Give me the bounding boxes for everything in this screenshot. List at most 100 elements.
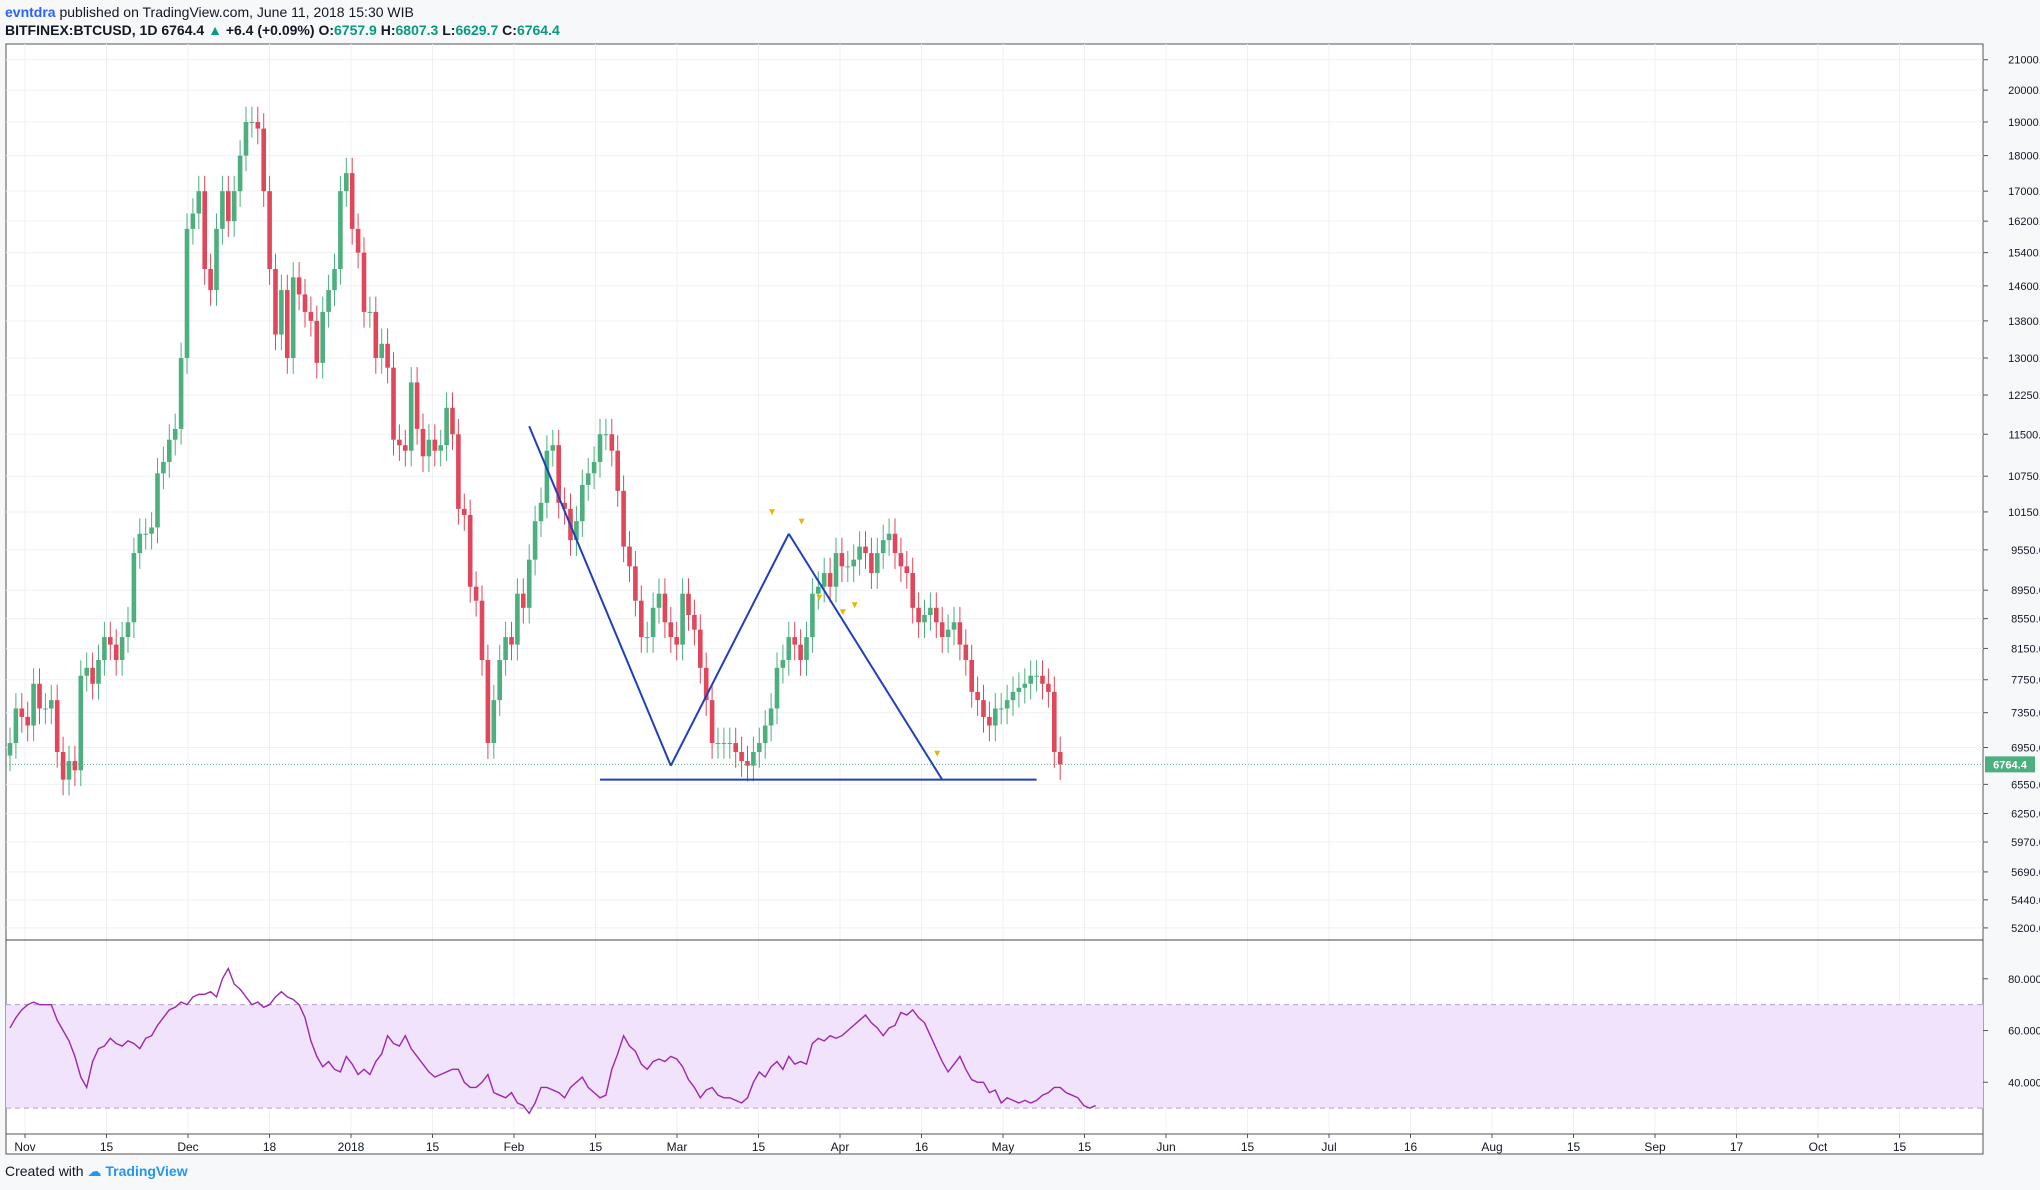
- candle-body: [338, 191, 343, 270]
- x-tick-label: 15: [1567, 1140, 1581, 1154]
- y-tick-label: 6550.0: [2011, 779, 2040, 791]
- candle-body: [739, 751, 744, 762]
- candle-body: [804, 637, 809, 660]
- candle-body: [526, 559, 532, 608]
- rsi-tick-label: 80.0000: [2008, 974, 2040, 986]
- candle-body: [373, 311, 379, 359]
- rsi-band: [6, 1004, 1983, 1109]
- candle-body: [243, 121, 249, 156]
- candle-body: [880, 540, 886, 554]
- tradingview-logo-link[interactable]: TradingView: [105, 1163, 188, 1179]
- candle-body: [544, 450, 550, 503]
- candle-body: [367, 311, 373, 313]
- candle-body: [869, 553, 874, 574]
- candle-body: [574, 521, 579, 541]
- candle-body: [1004, 700, 1010, 709]
- candle-body: [698, 629, 703, 668]
- high-label: H:: [380, 22, 396, 38]
- close-label: C:: [502, 22, 517, 38]
- candle-body: [420, 428, 426, 457]
- y-tick-label: 8950.0: [2011, 585, 2040, 597]
- candle-body: [131, 553, 137, 623]
- candle-body: [963, 644, 969, 660]
- candle-body: [727, 743, 733, 745]
- candle-body: [273, 269, 278, 335]
- candle-body: [143, 533, 148, 535]
- candle-body: [951, 622, 957, 630]
- candle-body: [827, 573, 833, 587]
- x-tick-label: 15: [1893, 1140, 1907, 1154]
- candle-body: [633, 566, 638, 601]
- trendline-down-2: [787, 533, 944, 781]
- x-tick-label: 18: [263, 1140, 277, 1154]
- candle-body: [615, 450, 620, 491]
- candle-body: [326, 290, 331, 312]
- candle-body: [456, 434, 461, 509]
- candle-body: [125, 622, 131, 638]
- candle-body: [816, 586, 821, 594]
- rsi-tick-label: 60.0000: [2008, 1026, 2040, 1038]
- candle-body: [497, 659, 502, 701]
- y-tick-label: 12250.0: [2008, 390, 2040, 402]
- author-link[interactable]: evntdra: [5, 4, 56, 20]
- candle-body: [108, 637, 113, 645]
- x-tick-label: 15: [1241, 1140, 1255, 1154]
- candle-body: [7, 743, 13, 756]
- price-chart-svg[interactable]: ▼▼▼▼▼▼ 21000.020000.019000.018000.017000…: [0, 0, 2040, 1160]
- candle-body: [1022, 683, 1028, 688]
- last-price-badge: [1985, 756, 2035, 773]
- candle-body: [37, 683, 42, 709]
- candle-body: [178, 358, 184, 429]
- y-tick-label: 8150.0: [2011, 643, 2040, 655]
- candle-body: [538, 502, 544, 522]
- candle-body: [450, 407, 455, 435]
- rsi-tick-label: 40.0000: [2008, 1077, 2040, 1089]
- created-with-text: Created with: [5, 1163, 84, 1179]
- candle-body: [285, 290, 290, 359]
- candle-body: [196, 191, 202, 214]
- candle-body: [639, 600, 644, 638]
- candle-body: [603, 434, 609, 436]
- open-value: 6757.9: [334, 22, 377, 38]
- y-tick-label: 18000.0: [2008, 151, 2040, 163]
- candle-body: [1057, 751, 1063, 765]
- y-tick-label: 5200.0: [2011, 923, 2040, 935]
- candle-body: [585, 473, 591, 485]
- candle-body: [355, 228, 361, 253]
- candle-body: [96, 659, 101, 684]
- candle-body: [833, 553, 839, 587]
- x-tick-label: Nov: [14, 1140, 35, 1154]
- candle-body: [509, 637, 514, 645]
- candle-body: [361, 252, 367, 312]
- x-tick-label: Jul: [1321, 1140, 1336, 1154]
- candle-body: [279, 290, 284, 335]
- symbol-label: BITFINEX:BTCUSD, 1D: [5, 22, 158, 38]
- candle-body: [414, 382, 420, 429]
- candle-body: [863, 546, 868, 554]
- candle-body: [1010, 691, 1016, 701]
- candle-body: [462, 508, 467, 516]
- candle-body: [1040, 675, 1045, 684]
- candle-body: [981, 700, 986, 717]
- x-tick-label: Feb: [504, 1140, 525, 1154]
- candle-body: [993, 708, 998, 726]
- x-tick-label: Jun: [1156, 1140, 1175, 1154]
- candle-body: [214, 228, 219, 291]
- candle-body: [208, 269, 213, 291]
- y-tick-label: 13000.0: [2008, 353, 2040, 365]
- candle-body: [904, 566, 910, 574]
- x-tick-label: May: [992, 1140, 1015, 1154]
- candle-body: [798, 644, 803, 660]
- candle-body: [892, 533, 898, 554]
- candle-body: [290, 277, 296, 359]
- candle-body: [857, 546, 862, 560]
- y-tick-label: 6250.0: [2011, 809, 2040, 821]
- candle-body: [515, 593, 520, 645]
- candle-body: [703, 667, 709, 701]
- x-tick-label: 15: [100, 1140, 114, 1154]
- candle-body: [78, 675, 84, 771]
- candle-body: [467, 515, 473, 587]
- candle-body: [886, 533, 892, 541]
- candle-body: [851, 559, 856, 567]
- candle-body: [444, 407, 449, 446]
